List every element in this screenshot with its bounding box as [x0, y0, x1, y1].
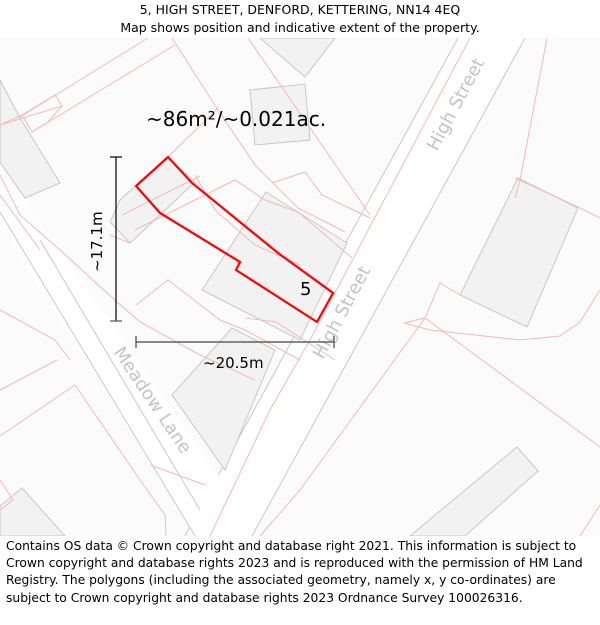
building — [249, 83, 311, 146]
property-map[interactable]: High Street High Street Meadow Lane ~86m… — [0, 38, 600, 536]
building — [259, 38, 336, 78]
road-high-street — [185, 38, 525, 536]
building — [201, 191, 348, 341]
property-boundary[interactable] — [134, 155, 335, 324]
building — [409, 446, 539, 536]
area-label: ~86m²/~0.021ac. — [146, 107, 326, 131]
roads — [0, 38, 526, 536]
parcel-boundaries — [0, 38, 600, 536]
horizontal-dimension-label: ~20.5m — [203, 354, 264, 372]
building — [0, 79, 61, 199]
vertical-dimension-label: ~17.1m — [88, 211, 106, 272]
dimension-markers — [110, 156, 335, 348]
plot-number-label: 5 — [300, 279, 311, 300]
map-header: 5, HIGH STREET, DENFORD, KETTERING, NN14… — [0, 0, 600, 39]
building — [0, 487, 66, 536]
copyright-notice: Contains OS data © Crown copyright and d… — [6, 539, 583, 605]
road-edge — [251, 38, 526, 536]
road-edge — [0, 211, 196, 536]
building — [171, 327, 276, 472]
map-canvas[interactable]: High Street High Street Meadow Lane ~86m… — [0, 38, 600, 536]
road-edge — [39, 239, 201, 511]
property-address: 5, HIGH STREET, DENFORD, KETTERING, NN14… — [139, 2, 461, 17]
map-subtitle: Map shows position and indicative extent… — [120, 20, 480, 35]
